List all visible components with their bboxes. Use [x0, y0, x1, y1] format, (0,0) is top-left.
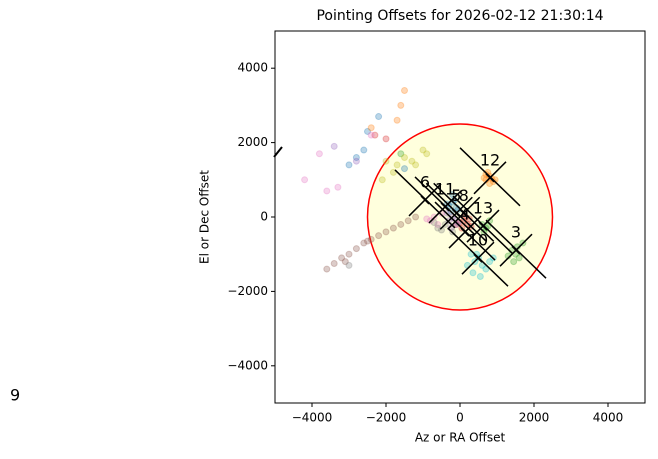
point: [389, 224, 397, 232]
point: [397, 150, 405, 158]
point: [476, 273, 484, 281]
x-tick-label: −2000: [366, 411, 407, 425]
point: [397, 101, 405, 109]
point: [345, 161, 353, 169]
point: [341, 258, 349, 266]
cross-marker: [459, 147, 521, 207]
point: [371, 131, 379, 139]
cross-label: 4: [460, 205, 470, 224]
point: [375, 113, 383, 121]
chart-title: Pointing Offsets for 2026-02-12 21:30:14: [316, 8, 603, 24]
cross-marker: [485, 219, 547, 279]
point: [510, 258, 518, 266]
y-tick-label: 0: [260, 210, 268, 224]
point: [330, 142, 338, 150]
point: [434, 220, 442, 228]
point: [401, 165, 408, 173]
point: [465, 215, 473, 223]
point: [352, 245, 360, 253]
point: [382, 135, 390, 143]
point: [360, 239, 368, 247]
point: [515, 254, 523, 262]
x-tick-label: 0: [456, 411, 464, 425]
plot-frame: [274, 30, 646, 404]
cross-marker: [447, 227, 509, 287]
cross-marker: [425, 182, 487, 242]
point: [345, 261, 353, 269]
point: [364, 127, 371, 135]
point: [423, 150, 431, 158]
point: [412, 213, 420, 221]
cross-label: 3: [511, 223, 521, 242]
point: [404, 217, 412, 225]
point: [408, 157, 416, 165]
point: [367, 235, 375, 243]
point: [486, 258, 494, 266]
y-tick-label: −4000: [227, 358, 268, 372]
point: [486, 180, 494, 188]
point: [364, 237, 371, 245]
point: [378, 176, 386, 184]
point: [323, 187, 331, 195]
cross-marker: [433, 182, 495, 242]
point: [382, 228, 390, 236]
cross-marker: [452, 195, 514, 255]
point: [469, 269, 477, 277]
y-tick-label: 2000: [237, 135, 268, 149]
y-tick-label: −2000: [227, 284, 268, 298]
point: [393, 161, 401, 169]
point: [393, 116, 401, 124]
point: [482, 265, 490, 273]
point: [397, 220, 405, 228]
point: [401, 87, 408, 95]
cross-label: 8: [459, 186, 469, 205]
cross-marker: [394, 169, 456, 229]
point: [330, 260, 338, 267]
point: [352, 153, 360, 161]
point: [430, 219, 438, 227]
point: [419, 146, 427, 154]
point: [375, 232, 383, 240]
y-axis-label: El or Dec Offset: [198, 170, 212, 264]
point: [352, 157, 360, 165]
point: [367, 131, 375, 139]
point: [367, 124, 375, 132]
x-tick-label: 4000: [593, 411, 624, 425]
point: [401, 153, 408, 161]
cross-label: 5: [451, 186, 461, 205]
x-tick-label: 2000: [519, 411, 550, 425]
point: [423, 215, 431, 223]
outside-label: 9: [10, 386, 20, 405]
cross-label: 11: [435, 179, 455, 198]
cross-marker: [414, 176, 476, 236]
cross-label: 13: [473, 199, 493, 218]
y-tick-label: 4000: [237, 61, 268, 75]
point: [360, 146, 368, 154]
cross-marker: [434, 201, 496, 261]
point: [301, 176, 309, 184]
point: [382, 157, 390, 165]
x-tick-label: −4000: [292, 411, 333, 425]
point: [345, 250, 353, 258]
point: [412, 161, 420, 169]
cross-label: 6: [420, 172, 430, 191]
point: [315, 150, 323, 158]
point: [323, 265, 331, 273]
cross-label: 10: [468, 231, 488, 250]
x-axis-label: Az or RA Offset: [415, 431, 506, 445]
cross-label: 12: [480, 150, 500, 169]
point: [334, 183, 342, 191]
point: [480, 174, 488, 182]
point: [478, 261, 486, 269]
point: [338, 254, 346, 262]
